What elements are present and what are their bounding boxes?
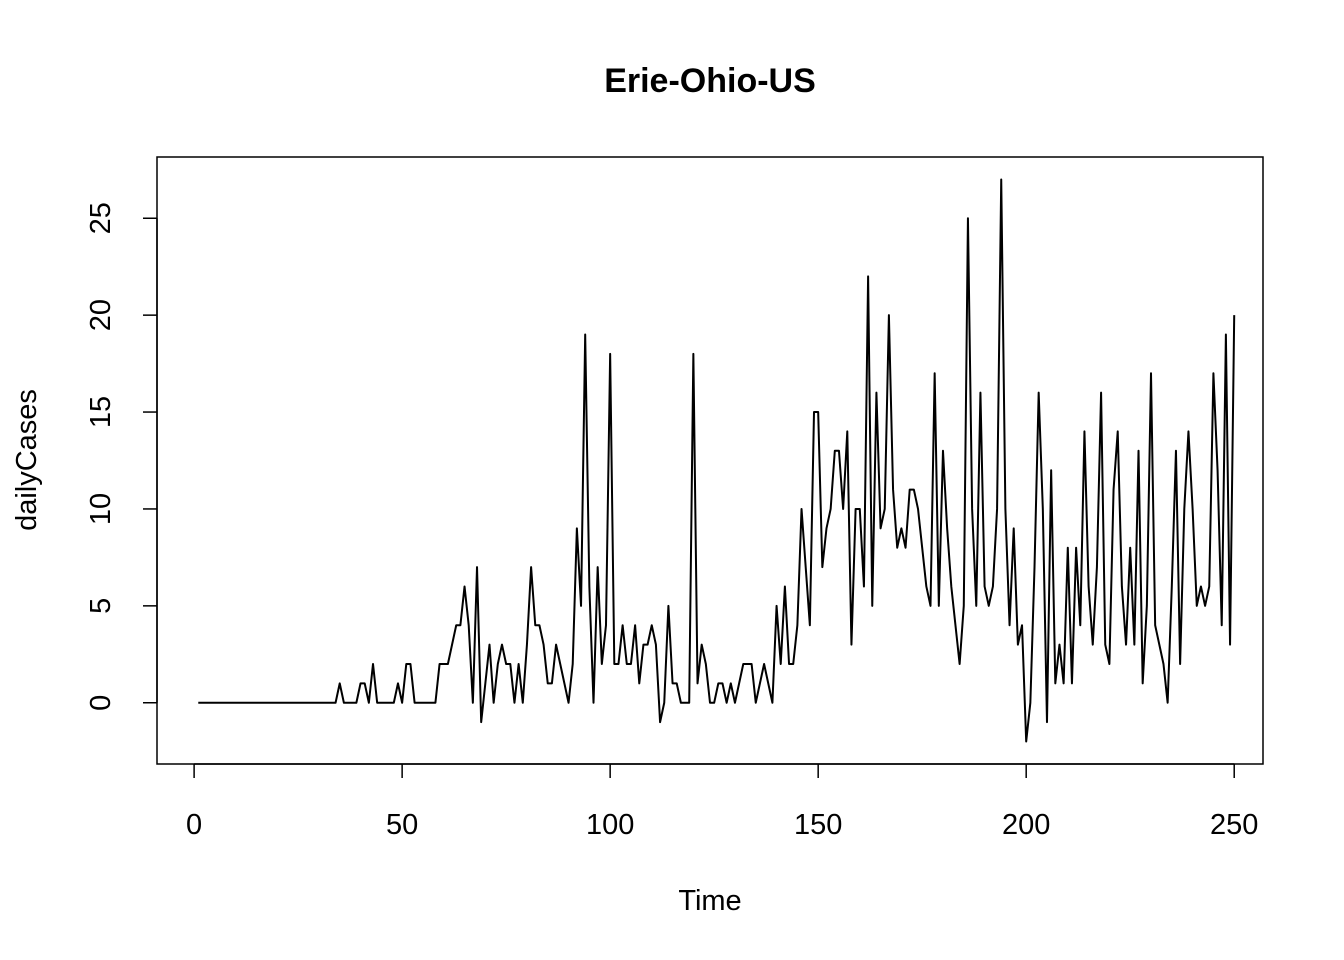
y-tick-label: 25 <box>85 202 117 234</box>
y-axis-label: dailyCases <box>11 389 43 531</box>
x-tick-label: 250 <box>1210 809 1258 841</box>
plot-box <box>156 156 1264 765</box>
y-tick-label: 5 <box>85 598 117 614</box>
chart-title: Erie-Ohio-US <box>604 62 816 100</box>
y-axis: 0 5 10 15 20 25 <box>85 202 158 711</box>
x-tick-label: 0 <box>186 809 202 841</box>
y-tick-label: 15 <box>85 396 117 428</box>
y-tick-label: 10 <box>85 493 117 525</box>
y-tick-label: 20 <box>85 299 117 331</box>
x-tick-label: 150 <box>794 809 842 841</box>
x-axis-label: Time <box>678 885 741 917</box>
x-axis: 0 50 100 150 200 250 <box>186 763 1258 841</box>
y-tick-label: 0 <box>85 695 117 711</box>
x-tick-label: 50 <box>386 809 418 841</box>
x-tick-label: 100 <box>586 809 634 841</box>
x-tick-label: 200 <box>1002 809 1050 841</box>
series-line-daily-cases <box>198 178 1236 743</box>
